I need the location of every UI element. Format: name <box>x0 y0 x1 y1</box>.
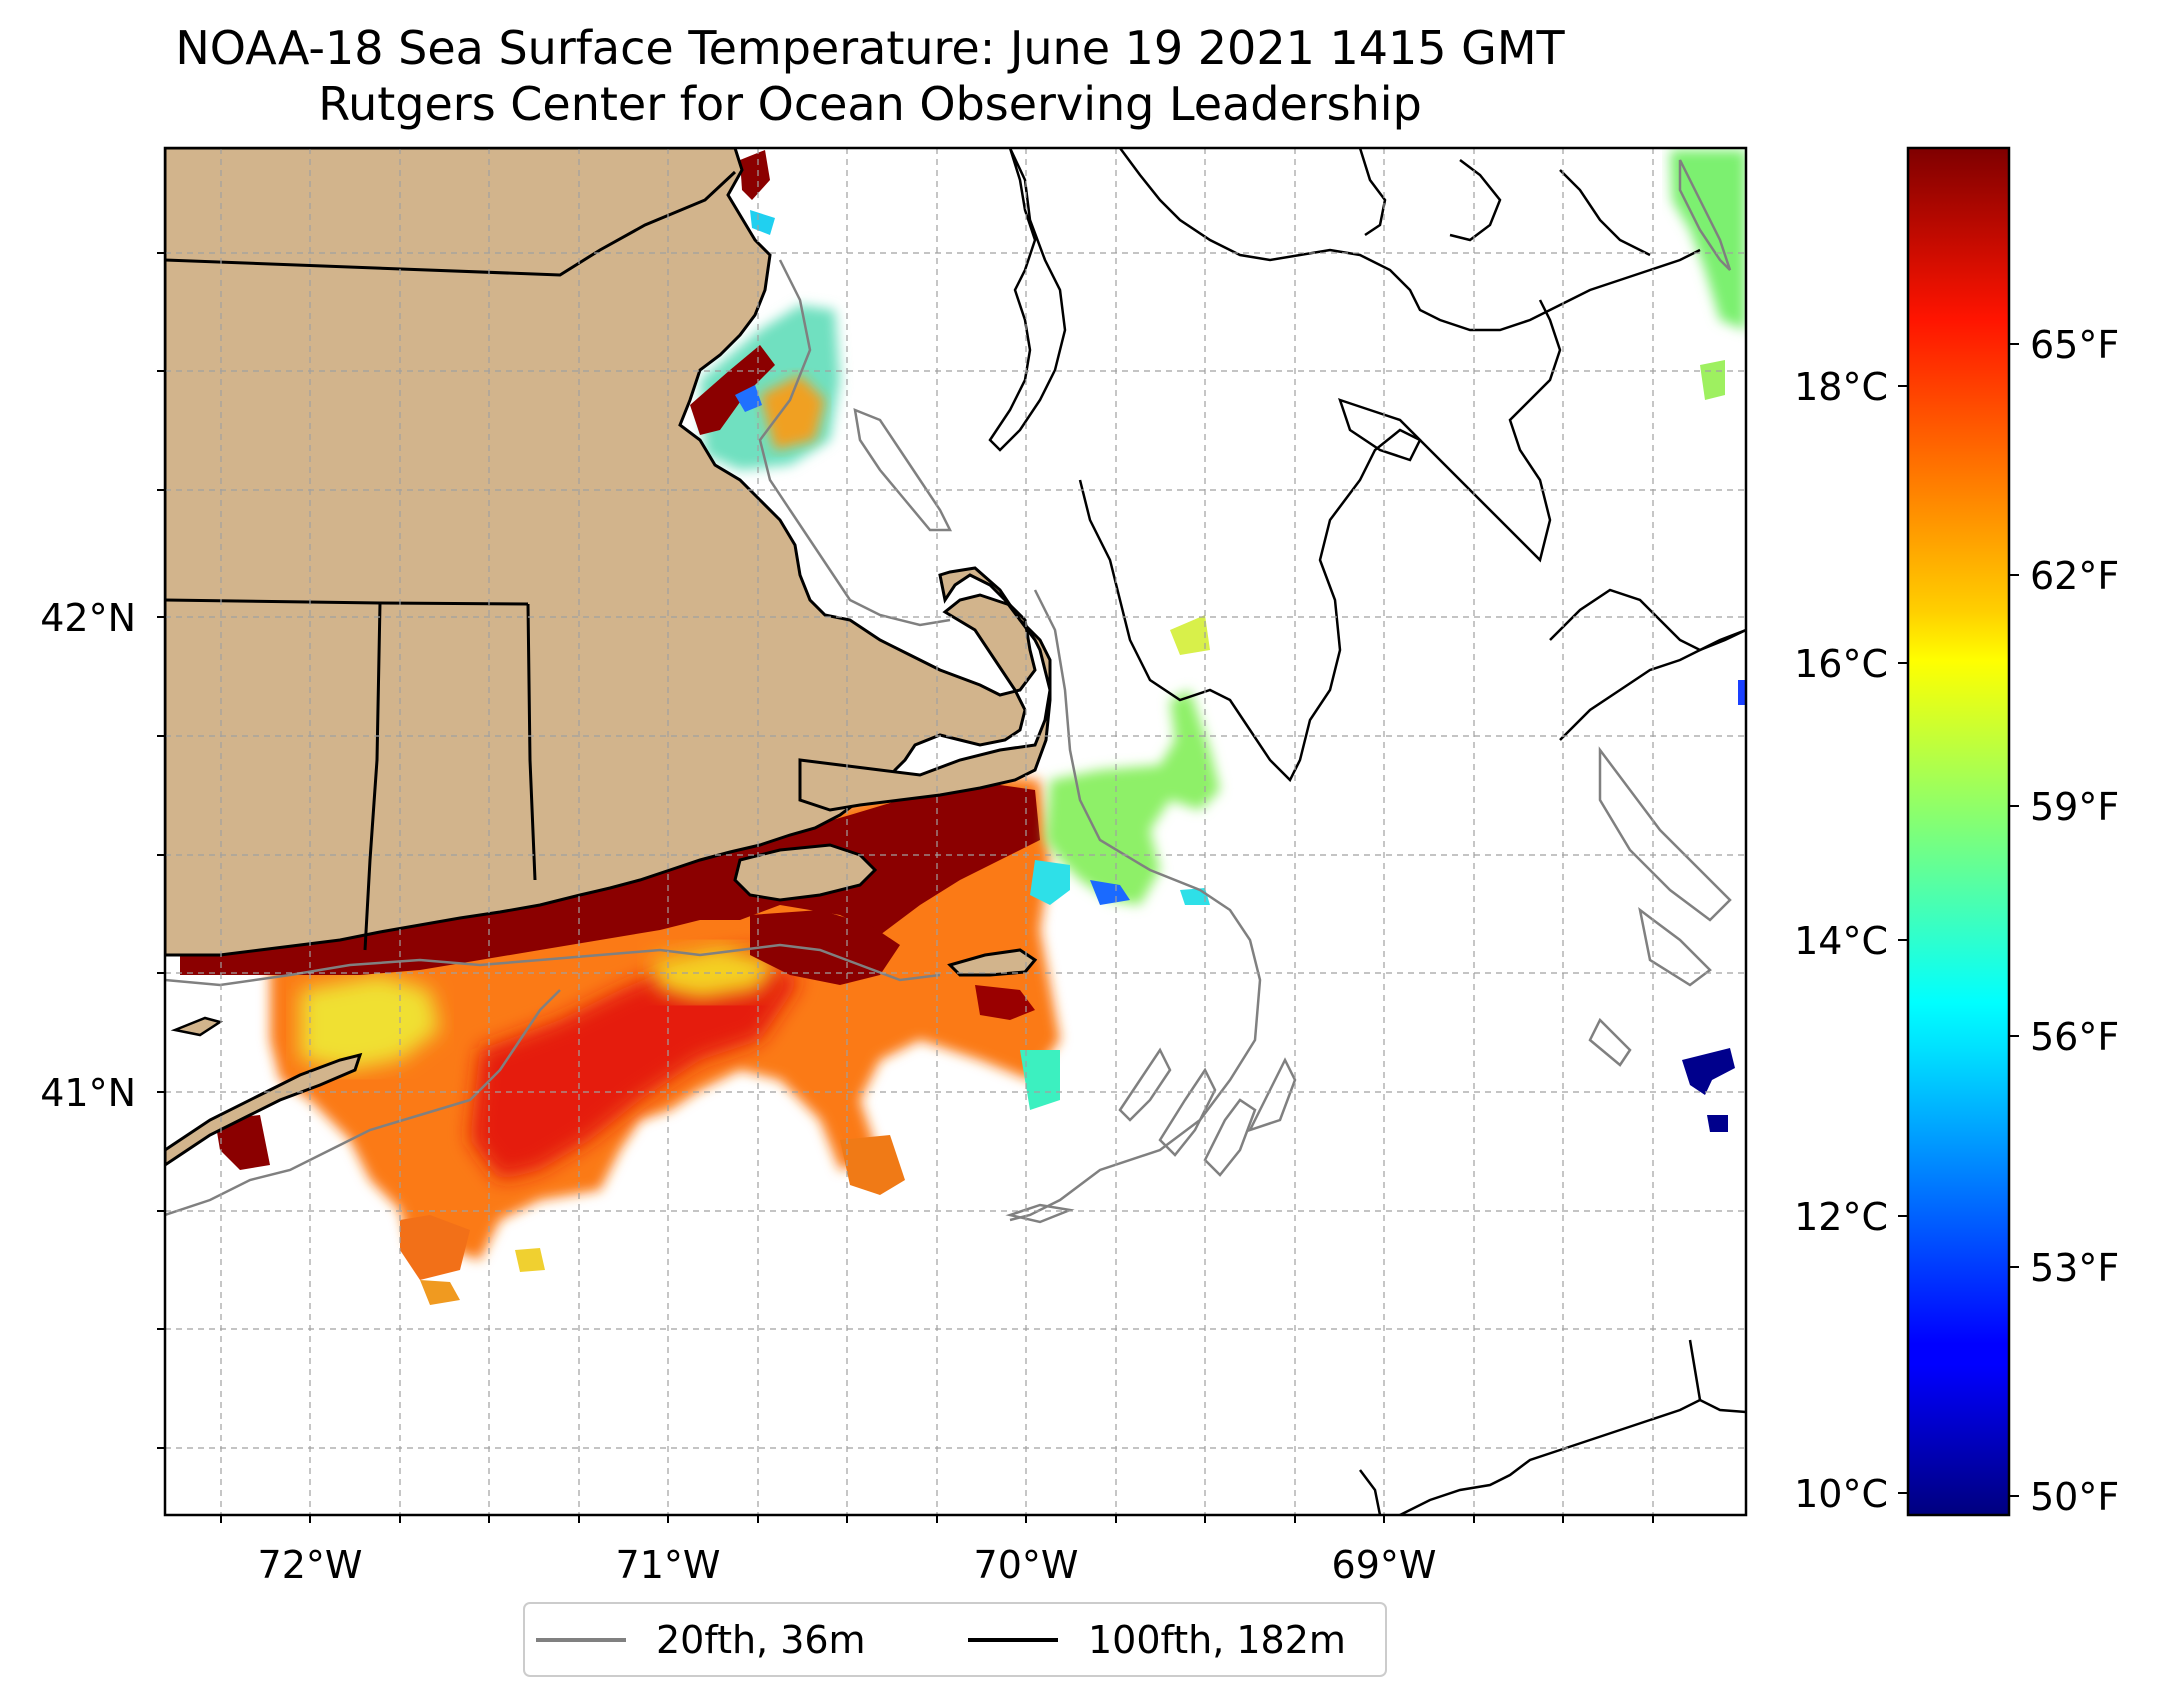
sst-patch-south-coast-yellow <box>300 975 440 1070</box>
sst-patch-se-navy-2 <box>1707 1115 1728 1132</box>
sst-patch-south-coast-red <box>470 950 800 1180</box>
contour-100fth-ne-3 <box>1559 169 1651 257</box>
colorbar-celsius-label: 18°C <box>1794 365 1888 409</box>
sst-patch-north-shore-orange <box>760 375 825 450</box>
sst-patch-nantucket-cyan <box>1030 860 1070 905</box>
contour-20fth-south <box>165 943 941 987</box>
border-ma-nh <box>165 170 737 277</box>
contour-100fth-se-spike <box>1688 1339 1702 1401</box>
contour-100fth-gulf-north <box>1118 148 1701 332</box>
sst-patch-north-shore-hot <box>690 345 775 435</box>
contour-20fth <box>165 159 1732 1224</box>
colorbar-celsius-label: 14°C <box>1794 919 1888 963</box>
colorbar-celsius-label: 12°C <box>1794 1195 1888 1239</box>
state-borders <box>165 170 737 951</box>
colorbar: 10°C 12°C 14°C 16°C 18°C 50°F 53°F 56°F … <box>1794 146 2119 1519</box>
colorbar-celsius-label: 16°C <box>1794 642 1888 686</box>
colorbar-fahrenheit-label: 56°F <box>2030 1015 2119 1059</box>
contour-20fth-georges-1 <box>1598 746 1732 922</box>
colorbar-fahrenheit-label: 53°F <box>2030 1246 2119 1290</box>
contour-100fth-jeffreys <box>1338 398 1422 462</box>
map-frame <box>163 146 1748 1517</box>
y-tick-label: 41°N <box>40 1071 136 1115</box>
contour-20fth-shoals-2 <box>1158 1067 1217 1157</box>
colorbar-fahrenheit-label: 50°F <box>2030 1475 2119 1519</box>
sst-patch-north-shore-upper <box>740 150 770 200</box>
contour-20fth-shoals-5 <box>1005 1203 1075 1224</box>
sst-patch-south-nantucket-cyan <box>1020 1050 1060 1110</box>
land-new-england <box>165 148 1037 957</box>
sst-patch-east-green <box>420 1280 460 1305</box>
border-ri-ma <box>526 603 537 881</box>
sst-patch-shelf-orange-1 <box>400 1215 470 1280</box>
border-ct-ri <box>363 602 382 951</box>
contour-20fth-shoals-4 <box>1247 1057 1297 1133</box>
contour-20fth-georges-2 <box>1638 907 1712 987</box>
axis-ticks <box>157 252 1654 1523</box>
contour-20fth-ne <box>1678 159 1732 271</box>
x-tick-label: 70°W <box>974 1543 1079 1587</box>
land-marthas-vineyard <box>733 843 878 902</box>
sst-patch-westerly-hot <box>215 1115 270 1170</box>
contour-100fth-se-bottom <box>1399 1398 1746 1515</box>
contour-20fth-bay <box>758 259 951 627</box>
sst-patch-shelf-yellow <box>515 1248 545 1272</box>
legend-box <box>523 1602 1387 1677</box>
sst-patch-nantucket-blue <box>1090 880 1130 905</box>
contour-100fth-ne-2 <box>1449 159 1502 242</box>
sst-patch-cape-yellow <box>1170 615 1210 655</box>
land-layer <box>165 148 1052 1167</box>
contour-20fth-shelf <box>165 989 561 1217</box>
contour-100fth-gulf-west <box>988 148 1067 452</box>
x-tick-label: 69°W <box>1332 1543 1437 1587</box>
sst-patch-north-shore-blue <box>735 385 762 412</box>
legend-label-20fth: 20fth, 36m <box>656 1618 866 1662</box>
legend-label-100fth: 100fth, 182m <box>1088 1618 1346 1662</box>
sst-patch-nantucket-shoals <box>1045 690 1220 905</box>
colorbar-fahrenheit-label: 65°F <box>2030 323 2119 367</box>
sst-patch-ne-green2 <box>1700 360 1725 400</box>
colorbar-celsius-label: 10°C <box>1794 1472 1888 1516</box>
y-tick-label: 42°N <box>40 596 136 640</box>
sst-patch-nantucket-sound-hot <box>975 985 1035 1020</box>
sst-patch-se-navy-1 <box>1682 1048 1735 1095</box>
chart-title: NOAA-18 Sea Surface Temperature: June 19… <box>175 21 1565 75</box>
sst-patch-north-shore-cyan <box>750 210 775 235</box>
contour-100fth-gulf-mid <box>1078 299 1562 783</box>
contour-100fth <box>988 148 1746 1515</box>
legend: 20fth, 36m 100fth, 182m <box>523 1602 1387 1677</box>
contour-100fth-east-mid <box>1559 628 1746 741</box>
contour-20fth-stellwagen <box>853 408 953 532</box>
colorbar-fahrenheit-label: 62°F <box>2030 554 2119 598</box>
contour-20fth-cape-outer <box>1009 589 1262 1222</box>
contour-20fth-shoals-3 <box>1203 1098 1257 1177</box>
land-fishers-island <box>170 1016 224 1037</box>
colorbar-gradient <box>1906 146 2011 1517</box>
contour-100fth-se-small <box>1359 1469 1382 1515</box>
contour-100fth-ne-1 <box>1358 148 1387 237</box>
chart-subtitle: Rutgers Center for Ocean Observing Leade… <box>318 77 1422 131</box>
contour-20fth-shoals-1 <box>1118 1047 1172 1122</box>
land-cape-cod <box>798 566 1052 812</box>
land-nantucket <box>947 948 1038 977</box>
x-tick-label: 72°W <box>258 1543 363 1587</box>
contour-20fth-georges-3 <box>1588 1017 1632 1067</box>
x-tick-label: 71°W <box>616 1543 721 1587</box>
gridlines <box>165 148 1746 1515</box>
map-area <box>165 148 1746 1515</box>
colorbar-fahrenheit-label: 59°F <box>2030 785 2119 829</box>
sst-patch-se-blue <box>1738 680 1746 705</box>
sst-patch-shelf-orange-2 <box>840 1135 905 1195</box>
